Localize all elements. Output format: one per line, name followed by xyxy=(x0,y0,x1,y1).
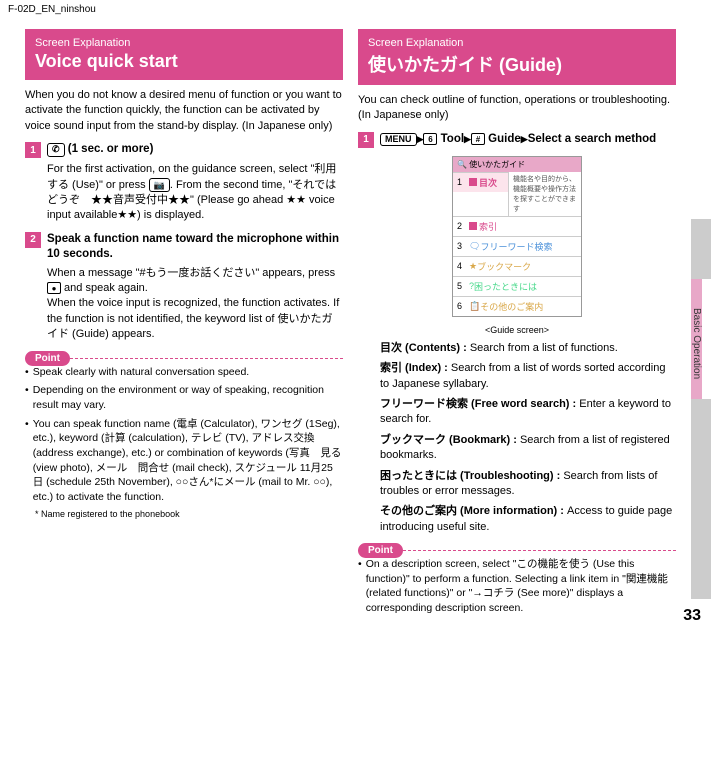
step-1-num: 1 xyxy=(25,142,41,158)
point-badge: Point xyxy=(25,351,70,366)
footnote: * Name registered to the phonebook xyxy=(35,509,343,519)
guide-title: 使いかたガイド (Guide) xyxy=(368,51,666,77)
point-badge-right: Point xyxy=(358,543,403,558)
guide-step-1-num: 1 xyxy=(358,132,374,148)
camera-key-icon: 📷 xyxy=(149,178,170,193)
page-content: Screen Explanation Voice quick start Whe… xyxy=(0,19,711,630)
def-troubleshooting: 困ったときには (Troubleshooting) : Search from … xyxy=(380,469,676,500)
key-hash-icon: # xyxy=(471,133,485,145)
step-2: 2 Speak a function name toward the micro… xyxy=(25,232,343,262)
def-bookmark: ブックマーク (Bookmark) : Search from a list o… xyxy=(380,433,676,464)
guide-step-1-text: MENU▶6 Tool▶# Guide▶Select a search meth… xyxy=(380,132,656,147)
right-bullet-1: •On a description screen, select "この機能を使… xyxy=(358,557,676,616)
guide-step-1: 1 MENU▶6 Tool▶# Guide▶Select a search me… xyxy=(358,132,676,148)
step-1-body: For the first activation, on the guidanc… xyxy=(47,162,343,224)
point-section: Point xyxy=(25,351,343,359)
step-2-title: Speak a function name toward the microph… xyxy=(47,232,343,262)
voice-title: Voice quick start xyxy=(35,51,333,72)
side-tab-label: Basic Operation xyxy=(691,279,702,399)
center-key-icon: ● xyxy=(47,282,61,294)
guide-subtitle: Screen Explanation xyxy=(368,37,666,49)
def-contents: 目次 (Contents) : Search from a list of fu… xyxy=(380,341,676,356)
step-2-num: 2 xyxy=(25,232,41,248)
right-column: Screen Explanation 使いかたガイド (Guide) You c… xyxy=(358,29,676,620)
point-section-right: Point xyxy=(358,543,676,551)
step-2-body: When a message "#もう一度お話ください" appears, pr… xyxy=(47,266,343,343)
step-1-text: ✆ (1 sec. or more) xyxy=(47,142,153,157)
bullet-1: •Speak clearly with natural conversation… xyxy=(25,365,343,380)
call-key-icon: ✆ xyxy=(47,143,65,157)
guide-screen-image: 🔍 使いかたガイド 1目次 機能名や目的から、機能概要や操作方法を探すことができ… xyxy=(452,156,582,317)
guide-screen-caption: <Guide screen> xyxy=(358,325,676,335)
left-column: Screen Explanation Voice quick start Whe… xyxy=(25,29,343,620)
menu-key-icon: MENU xyxy=(380,133,417,147)
key-6-icon: 6 xyxy=(423,133,437,145)
def-freeword: フリーワード検索 (Free word search) : Enter a ke… xyxy=(380,397,676,428)
guide-screen-header: 🔍 使いかたガイド xyxy=(453,157,581,172)
bullet-3: •You can speak function name (電卓 (Calcul… xyxy=(25,417,343,505)
doc-header: F-02D_EN_ninshou xyxy=(0,0,711,19)
step-1: 1 ✆ (1 sec. or more) xyxy=(25,142,343,158)
bullet-2: •Depending on the environment or way of … xyxy=(25,383,343,412)
def-moreinfo: その他のご案内 (More information) : Access to g… xyxy=(380,504,676,535)
side-tab: Basic Operation xyxy=(691,219,711,599)
voice-subtitle: Screen Explanation xyxy=(35,37,333,49)
guide-section-header: Screen Explanation 使いかたガイド (Guide) xyxy=(358,29,676,85)
voice-intro: When you do not know a desired menu of f… xyxy=(25,88,343,134)
def-index: 索引 (Index) : Search from a list of words… xyxy=(380,361,676,392)
voice-section-header: Screen Explanation Voice quick start xyxy=(25,29,343,80)
page-number: 33 xyxy=(683,607,701,625)
guide-intro: You can check outline of function, opera… xyxy=(358,93,676,124)
